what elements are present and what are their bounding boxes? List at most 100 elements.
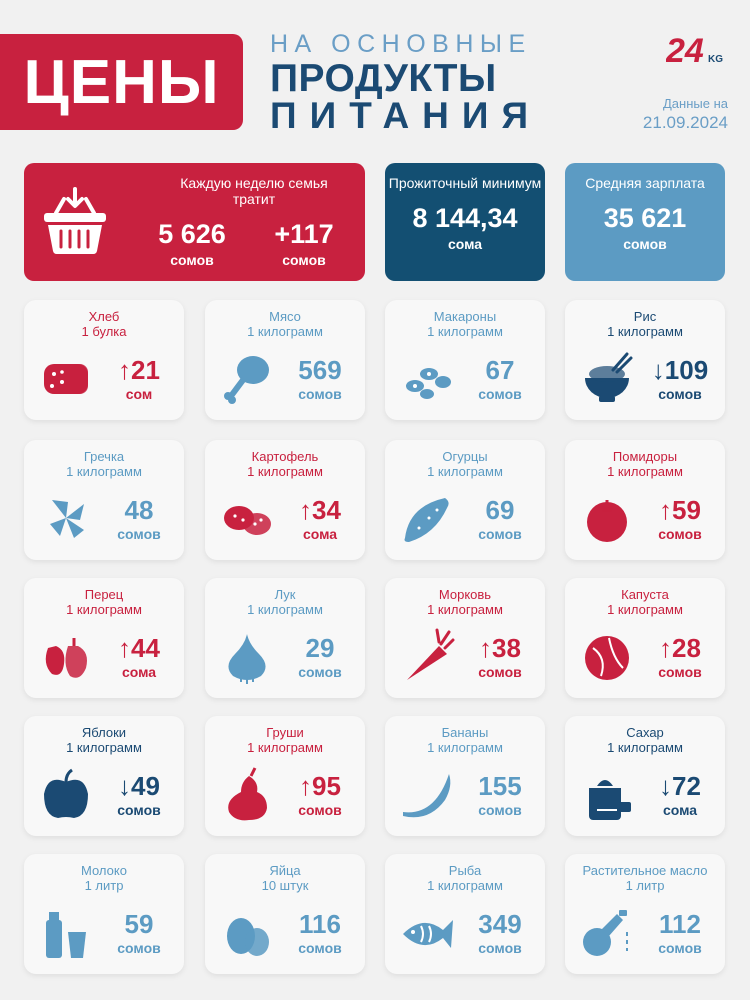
product-card: Яблоки 1 килограмм ↓49 сомов (24, 716, 184, 836)
product-price: 69 (485, 495, 515, 525)
pasta-icon (406, 368, 451, 399)
product-price: 29 (305, 633, 335, 663)
product-currency: сома (302, 526, 338, 542)
product-unit: 1 килограмм (66, 464, 142, 479)
product-price: ↓72 (659, 771, 701, 801)
oil-bottle-icon (583, 910, 628, 956)
product-price: 48 (124, 495, 154, 525)
pear-icon (228, 767, 267, 821)
product-currency: сомов (298, 386, 342, 402)
product-price: ↓109 (651, 355, 709, 385)
product-name: Бананы (441, 725, 489, 740)
product-name: Макароны (433, 309, 497, 324)
logo-suffix: KG (708, 54, 723, 65)
product-price: ↑38 (479, 633, 521, 663)
product-name: Груши (266, 725, 304, 740)
product-currency: сомов (478, 386, 522, 402)
product-unit: 1 килограмм (66, 602, 142, 617)
product-card: Хлеб 1 булка ↑21 сом (24, 300, 184, 420)
product-card: Растительное масло 1 литр 112 сомов (565, 854, 725, 974)
product-unit: 1 килограмм (247, 602, 323, 617)
product-currency: сомов (298, 802, 342, 818)
product-currency: сомов (298, 664, 342, 680)
eggs-icon (227, 918, 269, 956)
apple-icon (44, 768, 88, 818)
product-currency: сомов (478, 802, 522, 818)
product-card: Картофель 1 килограмм ↑34 сома (205, 440, 365, 560)
product-price: ↑28 (659, 633, 701, 663)
product-price: ↓49 (118, 771, 160, 801)
subsistence-minimum-card: Прожиточный минимум 8 144,34 сома (385, 163, 545, 281)
basket-icon (44, 187, 106, 255)
cucumber-icon (404, 498, 449, 542)
onion-icon (228, 634, 266, 684)
product-currency: сомов (658, 386, 702, 402)
product-price: 67 (485, 355, 515, 385)
product-unit: 1 килограмм (66, 740, 142, 755)
product-card: Мясо 1 килограмм 569 сомов (205, 300, 365, 420)
page-title: НА ОСНОВНЫЕ ПРОДУКТЫ ПИТАНИЯ (270, 30, 550, 137)
product-name: Помидоры (612, 449, 678, 464)
product-unit: 1 килограмм (427, 324, 503, 339)
subsistence-minimum-unit: сома (447, 236, 483, 252)
rice-bowl-icon (585, 352, 633, 402)
bread-icon (44, 364, 88, 394)
weekly-spending-label: Каждую неделю семья тратит (180, 175, 328, 207)
milk-icon (46, 912, 86, 958)
date-value: 21.09.2024 (642, 113, 728, 132)
product-card: Рыба 1 килограмм 349 сомов (385, 854, 545, 974)
product-name: Молоко (81, 863, 127, 878)
product-name: Капуста (621, 587, 669, 602)
product-name: Яйца (269, 863, 301, 878)
product-unit: 1 булка (81, 324, 127, 339)
fish-icon (403, 920, 453, 948)
product-name: Гречка (83, 449, 125, 464)
product-name: Сахар (626, 725, 664, 740)
product-currency: сом (125, 386, 153, 402)
product-unit: 1 литр (84, 878, 124, 893)
product-name: Перец (84, 587, 124, 602)
product-currency: сомов (117, 940, 161, 956)
product-unit: 1 килограмм (607, 740, 683, 755)
product-unit: 1 килограмм (427, 464, 503, 479)
product-currency: сомов (117, 526, 161, 542)
product-card: Морковь 1 килограмм ↑38 сомов (385, 578, 545, 698)
subsistence-minimum-value: 8 144,34 (412, 203, 518, 233)
product-currency: сома (121, 664, 157, 680)
product-unit: 1 килограмм (247, 464, 323, 479)
product-price: 59 (124, 909, 154, 939)
product-card: Лук 1 килограмм 29 сомов (205, 578, 365, 698)
average-salary-label: Средняя зарплата (585, 175, 705, 191)
product-unit: 10 штук (261, 878, 309, 893)
product-price: ↑44 (118, 633, 160, 663)
product-card: Огурцы 1 килограмм 69 сомов (385, 440, 545, 560)
product-card: Яйца 10 штук 116 сомов (205, 854, 365, 974)
potato-icon (224, 506, 271, 535)
weekly-spending-change: +117 (274, 219, 334, 249)
product-card: Сахар 1 килограмм ↓72 сома (565, 716, 725, 836)
product-currency: сомов (658, 664, 702, 680)
logo-number: 24 (666, 32, 704, 70)
product-unit: 1 килограмм (247, 324, 323, 339)
product-unit: 1 килограмм (427, 740, 503, 755)
product-currency: сомов (298, 940, 342, 956)
product-name: Хлеб (88, 309, 120, 324)
product-name: Картофель (251, 449, 319, 464)
title-line-1: НА ОСНОВНЫЕ (270, 30, 532, 58)
date-label: Данные на (663, 96, 728, 111)
product-unit: 1 килограмм (607, 464, 683, 479)
product-currency: сомов (478, 526, 522, 542)
product-unit: 1 килограмм (247, 740, 323, 755)
product-unit: 1 килограмм (607, 602, 683, 617)
sugar-sack-icon (589, 780, 631, 820)
product-unit: 1 килограмм (427, 602, 503, 617)
product-price: 569 (298, 355, 342, 385)
title-badge-text: ЦЕНЫ (23, 47, 220, 117)
average-salary-unit: сомов (623, 236, 667, 252)
product-currency: сома (662, 802, 698, 818)
product-currency: сомов (117, 802, 161, 818)
product-price: 112 (659, 909, 701, 939)
date-block: Данные на 21.09.2024 (643, 96, 728, 133)
product-card: Перец 1 килограмм ↑44 сома (24, 578, 184, 698)
product-price: 349 (478, 909, 522, 939)
